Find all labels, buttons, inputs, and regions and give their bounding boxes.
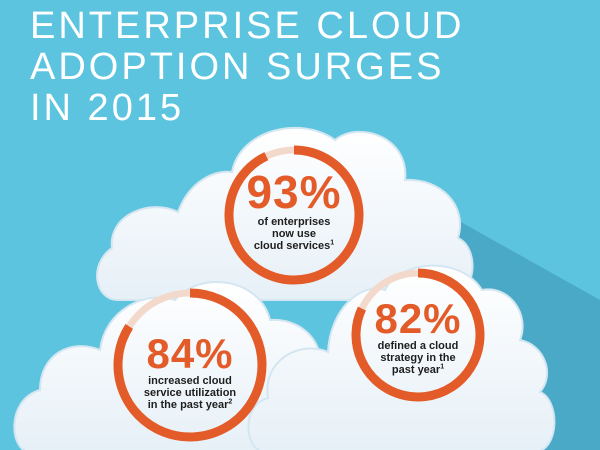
stat-desc-line-1: defined a cloud xyxy=(377,340,459,352)
stat-desc-line-3-text: cloud services xyxy=(253,240,331,252)
stat-percent: 84% xyxy=(146,330,234,377)
stat-footnote: 1 xyxy=(330,239,335,247)
ring-arc-utilization xyxy=(113,288,267,442)
headline-line-1: ENTERPRISE CLOUD xyxy=(30,5,465,47)
stat-desc-line-3: in the past year2 xyxy=(118,398,262,411)
stat-percent: 93% xyxy=(246,166,342,218)
top-cloud xyxy=(96,126,474,301)
headline-line-2: ADOPTION SURGES xyxy=(30,46,445,88)
stat-desc-line-3: past year1 xyxy=(358,363,478,376)
stat-footnote: 1 xyxy=(440,363,445,371)
stat-desc-line-1: increased cloud xyxy=(148,375,232,387)
stat-desc-line-3-text: past year xyxy=(391,364,441,376)
stat-desc-line-1: of enterprises xyxy=(257,216,331,228)
rings xyxy=(113,145,485,442)
headline: ENTERPRISE CLOUD ADOPTION SURGES IN 2015 xyxy=(30,6,570,129)
stat-footnote: 2 xyxy=(228,398,233,406)
stat-desc-line-2: service utilization xyxy=(143,387,237,399)
stat-desc-line-3: cloud services1 xyxy=(229,239,359,252)
headline-line-3: IN 2015 xyxy=(30,87,185,129)
ring-arc-strategy xyxy=(351,268,485,402)
stat-desc-line-3-text: in the past year xyxy=(147,399,229,411)
stat-utilization: 84% increased cloud service utilization … xyxy=(118,330,262,412)
stat-desc-line-2: strategy in the xyxy=(380,352,456,364)
stat-strategy: 82% defined a cloud strategy in the past… xyxy=(358,295,478,377)
stat-desc-line-2: now use xyxy=(271,228,316,240)
stat-enterprises: 93% of enterprises now use cloud service… xyxy=(229,168,359,252)
ring-arc-enterprises xyxy=(224,145,364,285)
stat-percent: 82% xyxy=(374,295,462,342)
